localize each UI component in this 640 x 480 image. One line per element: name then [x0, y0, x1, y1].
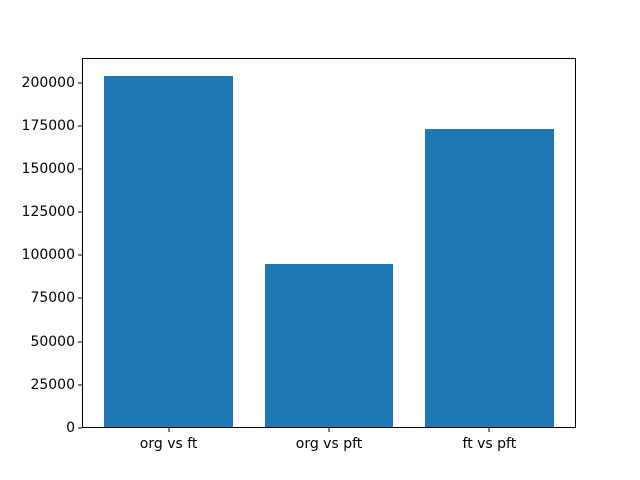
y-axis-tick-label: 150000	[21, 160, 75, 177]
y-axis-tick-mark	[78, 82, 82, 84]
x-axis-tick-mark	[488, 428, 490, 432]
plot-area	[82, 58, 576, 428]
bar-ft-vs-pft	[425, 129, 554, 427]
y-axis-tick-mark	[78, 254, 82, 256]
y-axis-tick-mark	[78, 168, 82, 170]
y-axis-tick-label: 25000	[30, 376, 75, 393]
x-axis-tick-label: org vs pft	[295, 436, 363, 452]
y-axis-tick-mark	[78, 384, 82, 386]
x-axis-tick-mark	[168, 428, 170, 432]
y-axis-tick-mark	[78, 341, 82, 343]
y-axis-tick-mark	[78, 211, 82, 213]
y-axis-tick-mark	[78, 427, 82, 429]
y-axis-tick-label: 100000	[21, 247, 75, 264]
bar-org-vs-ft	[104, 75, 233, 427]
y-axis-tick-label: 200000	[21, 74, 75, 91]
x-axis-tick-label: ft vs pft	[462, 436, 517, 452]
y-axis-tick-label: 50000	[30, 333, 75, 350]
y-axis-tick-mark	[78, 125, 82, 127]
y-axis-tick-label: 125000	[21, 204, 75, 221]
x-axis-tick-mark	[328, 428, 330, 432]
y-axis-tick-label: 75000	[30, 290, 75, 307]
y-axis-tick-label: 0	[66, 420, 75, 436]
bar-org-vs-pft	[264, 263, 394, 427]
x-axis-tick-label: org vs ft	[139, 436, 198, 452]
y-axis-tick-mark	[78, 297, 82, 299]
y-axis-tick-label: 175000	[21, 117, 75, 134]
